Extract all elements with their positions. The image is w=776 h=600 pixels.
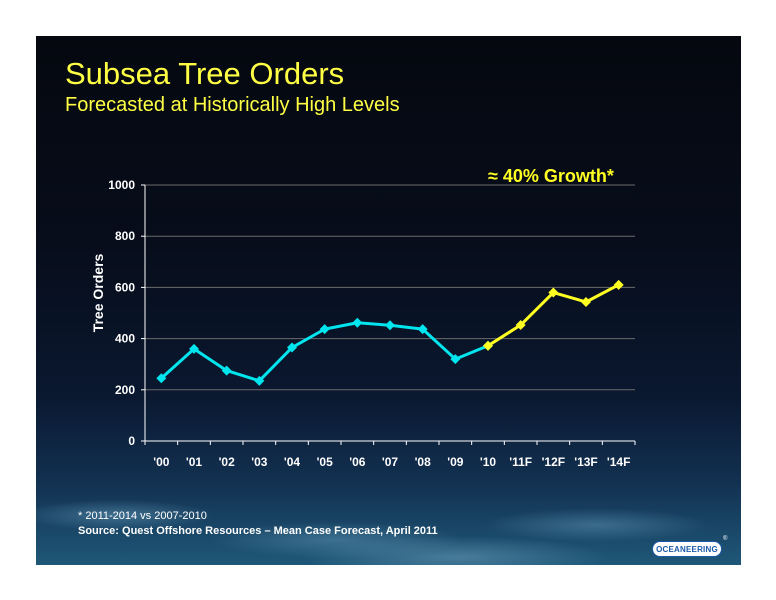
data-point-marker xyxy=(287,342,297,353)
data-point-marker xyxy=(385,320,395,331)
x-tick-label: '00 xyxy=(153,455,170,469)
data-point-marker xyxy=(515,320,526,331)
data-point-marker xyxy=(548,287,559,298)
x-tick-label: '09 xyxy=(447,455,464,469)
data-point-marker xyxy=(189,343,199,354)
data-point-marker xyxy=(483,340,493,351)
data-point-marker xyxy=(156,373,167,384)
source-note: Source: Quest Offshore Resources – Mean … xyxy=(78,525,438,537)
line-chart: 0 200 400 600 800 1000 '00 '01 '02 '03 '04 '05 '06 '0… xyxy=(90,166,636,469)
slide: Subsea Tree Orders Forecasted at Histori… xyxy=(36,36,741,565)
x-tick-label: '13F xyxy=(574,455,598,469)
y-tick-label: 400 xyxy=(115,332,135,346)
x-tick-label: '12F xyxy=(542,455,566,469)
y-tick-label: 1000 xyxy=(108,178,135,192)
oceaneering-logo: OCEANEERING xyxy=(652,541,722,557)
x-tick-label: '01 xyxy=(186,455,203,469)
data-point-marker xyxy=(319,324,330,335)
x-tick-label: '02 xyxy=(219,455,236,469)
y-tick-label: 200 xyxy=(115,383,135,397)
data-point-marker xyxy=(450,354,461,365)
x-tick-label: '10 xyxy=(480,455,497,469)
x-tick-label: '14F xyxy=(607,455,631,469)
x-tick-label: '04 xyxy=(284,455,301,469)
x-tick-label: '05 xyxy=(317,455,334,469)
growth-annotation: ≈ 40% Growth* xyxy=(488,166,614,186)
y-axis-label: Tree Orders xyxy=(90,253,106,332)
footnote: * 2011-2014 vs 2007-2010 xyxy=(78,510,207,522)
x-tick-label: '06 xyxy=(349,455,366,469)
data-point-marker xyxy=(613,279,624,290)
y-tick-label: 800 xyxy=(115,229,135,243)
slide-title: Subsea Tree Orders xyxy=(65,56,345,91)
x-tick-label: '03 xyxy=(251,455,268,469)
x-tick-label: '08 xyxy=(415,455,432,469)
registered-mark: ® xyxy=(723,536,728,542)
x-tick-label: '07 xyxy=(382,455,399,469)
slide-subtitle: Forecasted at Historically High Levels xyxy=(65,94,400,116)
logo-text: OCEANEERING xyxy=(656,544,718,554)
y-tick-label: 600 xyxy=(115,280,135,294)
water-surface-background xyxy=(36,445,741,565)
data-point-marker xyxy=(221,365,232,376)
data-point-marker xyxy=(417,324,428,335)
y-tick-label: 0 xyxy=(128,434,135,448)
x-tick-label: '11F xyxy=(509,455,532,469)
data-point-marker xyxy=(581,296,591,307)
data-point-marker xyxy=(352,317,363,328)
